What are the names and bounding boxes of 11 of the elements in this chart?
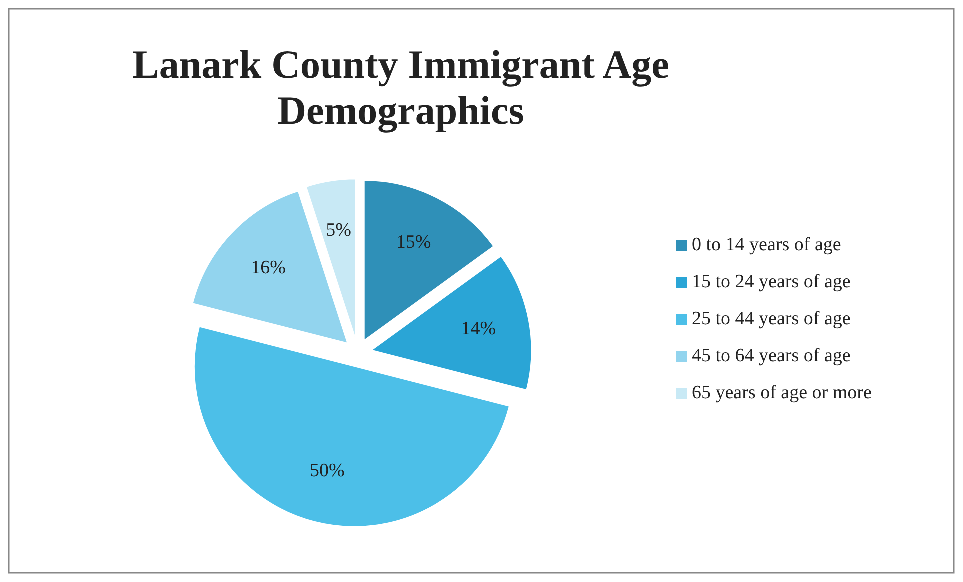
data-label: 14% [461,318,496,340]
chart-title: Lanark County Immigrant Age Demographics [132,42,670,133]
legend-label: 0 to 14 years of age [692,234,842,256]
legend-label: 45 to 64 years of age [692,345,851,366]
data-label: 5% [326,220,352,242]
legend-label: 15 to 24 years of age [692,271,851,292]
legend-label: 25 to 44 years of age [692,308,851,330]
legend-label: 65 years of age or more [692,382,872,404]
data-label: 16% [251,257,286,278]
data-label: 15% [396,232,432,253]
data-label: 50% [310,460,346,482]
